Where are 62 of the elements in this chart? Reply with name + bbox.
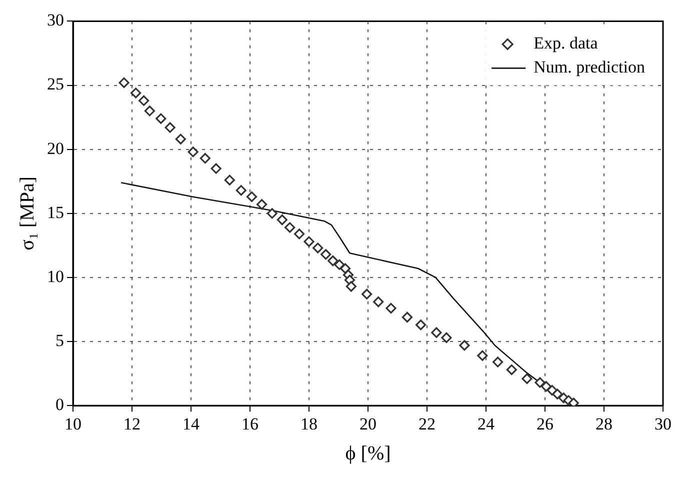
point: [431, 327, 442, 338]
point: [552, 388, 563, 400]
point: [477, 350, 488, 361]
point: [416, 320, 426, 330]
point: [540, 381, 552, 392]
point: [224, 174, 235, 186]
point: [138, 95, 150, 106]
point: [320, 249, 332, 260]
legend-label: Exp. data: [534, 34, 598, 53]
y-tick-label: 15: [47, 202, 64, 222]
point: [236, 185, 246, 196]
x-tick-label: 20: [360, 414, 376, 434]
point: [568, 398, 579, 406]
point: [156, 113, 166, 124]
point: [188, 146, 198, 158]
x-tick-label: 22: [418, 414, 436, 434]
point: [328, 256, 338, 266]
y-tick-label: 20: [47, 138, 64, 158]
y-tick-label: 10: [47, 266, 64, 286]
x-tick-label: 18: [300, 414, 318, 434]
point: [506, 364, 517, 376]
point: [312, 242, 324, 254]
point: [386, 302, 396, 314]
point: [118, 77, 130, 88]
x-tick-label: 16: [242, 414, 258, 434]
point: [175, 134, 186, 144]
x-tick-label: 26: [536, 414, 554, 434]
x-tick-label: 14: [182, 414, 200, 434]
x-tick-label: 12: [124, 414, 140, 434]
point: [522, 373, 532, 384]
legend-label: Num. prediction: [534, 58, 646, 77]
x-axis-title: ϕ [%]: [345, 442, 391, 464]
x-tick-label: 24: [478, 414, 495, 434]
point: [266, 208, 278, 219]
point: [534, 377, 546, 388]
point: [200, 153, 210, 164]
point: [210, 163, 222, 174]
point: [340, 263, 351, 274]
point: [144, 106, 155, 116]
point: [276, 214, 288, 226]
point: [246, 191, 258, 202]
x-tick-label: 28: [596, 414, 612, 434]
point: [362, 288, 372, 300]
y-axis-title: σ₁ [MPa]: [16, 176, 38, 250]
point: [373, 296, 384, 308]
y-tick-label: 25: [47, 74, 64, 94]
point: [256, 199, 268, 210]
x-tick-label: 30: [654, 414, 672, 434]
y-tick-label: 0: [56, 395, 64, 414]
point: [346, 281, 356, 292]
point: [441, 332, 452, 343]
point: [402, 312, 413, 322]
point: [459, 340, 470, 351]
y-tick-label: 30: [47, 10, 64, 30]
point: [294, 228, 305, 240]
y-tick-label: 5: [56, 331, 64, 350]
point: [130, 88, 142, 98]
point: [284, 222, 296, 233]
point: [304, 236, 314, 247]
point: [492, 356, 504, 368]
point: [164, 122, 176, 133]
point: [334, 259, 345, 270]
